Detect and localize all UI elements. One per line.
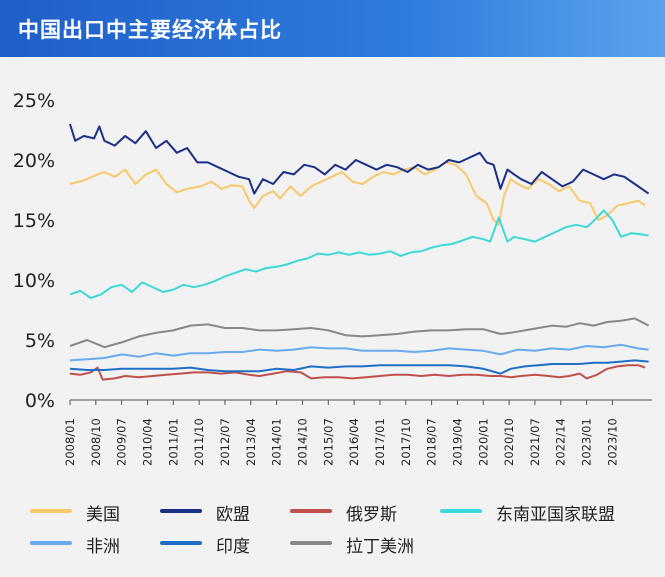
y-axis: 0% 5% 10% 15% 20% 25% bbox=[13, 90, 55, 412]
y-tick-label: 10% bbox=[13, 270, 55, 292]
series-line-0 bbox=[69, 161, 646, 226]
legend-swatch bbox=[30, 541, 72, 545]
y-tick-label: 5% bbox=[25, 330, 55, 352]
x-tick-label: 2018/07 bbox=[425, 418, 439, 466]
series-line-5 bbox=[69, 359, 649, 375]
x-tick-label: 2021/07 bbox=[528, 418, 542, 466]
series-line-2 bbox=[69, 364, 646, 381]
x-tick-label: 2011/10 bbox=[192, 418, 206, 466]
legend-label: 美国 bbox=[86, 505, 120, 525]
series-line-3 bbox=[69, 209, 649, 299]
x-tick-label: 2023/01 bbox=[580, 418, 594, 466]
x-tick-label: 2011/01 bbox=[166, 418, 180, 466]
series-line-6 bbox=[69, 317, 650, 349]
series-line-4 bbox=[69, 343, 649, 362]
line-chart: 0%5%10%15%20%25% 2008/01 2008/10 2009/07 20… bbox=[13, 90, 652, 466]
series-lines bbox=[69, 123, 650, 381]
y-tick-label: 15% bbox=[13, 210, 55, 232]
x-tick-label: 2014/10 bbox=[295, 418, 309, 466]
legend-swatch bbox=[30, 509, 72, 513]
x-tick-label: 2022/14 bbox=[554, 418, 568, 466]
x-tick-label: 2017/10 bbox=[399, 418, 413, 466]
legend-label: 东南亚国家联盟 bbox=[496, 505, 615, 525]
x-tick-label: 2023/10 bbox=[605, 418, 619, 466]
legend-label: 印度 bbox=[216, 537, 250, 557]
chart-title: 中国出口中主要经济体占比 bbox=[18, 18, 282, 42]
y-tick-label: 0% bbox=[25, 390, 55, 412]
x-tick-label: 2009/07 bbox=[115, 418, 129, 466]
x-tick-label: 2008/10 bbox=[89, 418, 103, 466]
x-tick-label: 2020/10 bbox=[502, 418, 516, 466]
legend-swatch bbox=[440, 509, 482, 513]
legend-swatch bbox=[290, 509, 332, 513]
y-tick-label: 25% bbox=[13, 90, 55, 112]
legend-swatch bbox=[160, 509, 202, 513]
x-axis: 2008/01 2008/10 2009/07 2010/04 2011/01 2011/… bbox=[63, 400, 619, 466]
x-tick-label: 2012/07 bbox=[218, 418, 232, 466]
x-tick-label: 2010/04 bbox=[140, 418, 154, 466]
x-tick-label: 2020/01 bbox=[476, 418, 490, 466]
legend-swatch bbox=[290, 541, 332, 545]
chart-header: 中国出口中主要经济体占比 bbox=[0, 0, 665, 57]
legend-label: 拉丁美洲 bbox=[346, 537, 414, 557]
x-tick-label: 2013/04 bbox=[244, 418, 258, 466]
x-tick-label: 2016/04 bbox=[347, 418, 361, 466]
x-tick-label: 2008/01 bbox=[63, 418, 77, 466]
y-tick-label: 20% bbox=[13, 150, 55, 172]
x-tick-label: 2019/04 bbox=[450, 418, 464, 466]
legend-swatch bbox=[160, 541, 202, 545]
legend-label: 俄罗斯 bbox=[346, 505, 397, 525]
x-tick-label: 2017/01 bbox=[373, 418, 387, 466]
legend-label: 非洲 bbox=[86, 537, 120, 557]
legend: 美国 欧盟 俄罗斯 东南亚国家联盟非洲 印度 拉丁美洲 bbox=[0, 500, 665, 570]
series-line-1 bbox=[69, 123, 650, 195]
x-tick-label: 2014/01 bbox=[270, 418, 284, 466]
legend-label: 欧盟 bbox=[216, 505, 250, 525]
x-tick-label: 2015/07 bbox=[321, 418, 335, 466]
